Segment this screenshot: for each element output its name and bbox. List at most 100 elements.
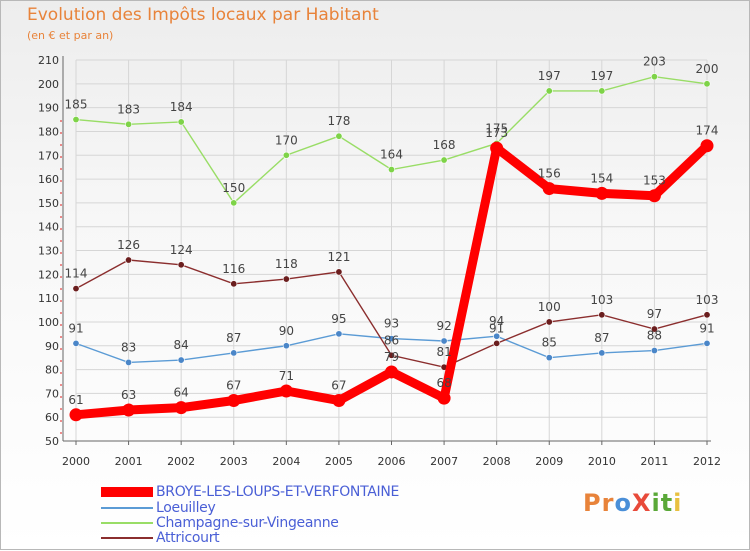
data-label: 126 xyxy=(117,238,140,252)
y-tick-label: 100 xyxy=(38,316,59,329)
y-tick-label: 90 xyxy=(45,340,59,353)
data-point xyxy=(647,189,661,203)
data-point xyxy=(335,132,343,140)
data-label: 91 xyxy=(489,321,504,335)
data-point xyxy=(125,256,133,264)
data-point xyxy=(282,151,290,159)
data-point xyxy=(282,275,290,283)
data-point xyxy=(387,335,395,343)
data-point xyxy=(279,384,293,398)
data-label: 84 xyxy=(174,338,189,352)
data-point xyxy=(332,394,346,408)
grid xyxy=(75,59,708,442)
data-point xyxy=(493,339,501,347)
logo-letter: i xyxy=(673,489,683,517)
x-tick-label: 2012 xyxy=(693,455,721,468)
data-label: 168 xyxy=(433,138,456,152)
data-point xyxy=(72,339,80,347)
data-label: 203 xyxy=(643,55,666,69)
data-point xyxy=(650,73,658,81)
chart-subtitle: (en € et par an) xyxy=(27,29,114,42)
data-point xyxy=(598,349,606,357)
y-tick-label: 120 xyxy=(38,268,59,281)
data-point xyxy=(440,156,448,164)
data-point xyxy=(595,186,609,200)
data-label: 81 xyxy=(436,345,451,359)
data-point xyxy=(545,318,553,326)
data-point xyxy=(703,311,711,319)
data-label: 185 xyxy=(65,98,88,112)
data-label: 67 xyxy=(331,379,346,393)
x-tick-label: 2006 xyxy=(378,455,406,468)
data-point xyxy=(703,339,711,347)
data-label: 68 xyxy=(436,376,451,390)
data-label: 64 xyxy=(174,386,189,400)
data-point xyxy=(598,311,606,319)
data-point xyxy=(700,139,714,153)
data-point xyxy=(490,141,504,155)
y-tick-label: 170 xyxy=(38,149,59,162)
data-point xyxy=(177,261,185,269)
legend-label: Champagne-sur-Vingeanne xyxy=(156,515,339,531)
data-label: 83 xyxy=(121,340,136,354)
y-tick-label: 210 xyxy=(38,54,59,67)
data-label: 91 xyxy=(68,321,83,335)
data-label: 114 xyxy=(65,267,88,281)
data-label: 88 xyxy=(647,329,662,343)
data-point xyxy=(72,116,80,124)
logo-letter: o xyxy=(614,489,632,517)
x-tick-label: 2001 xyxy=(115,455,143,468)
logo-letter: P xyxy=(583,489,602,517)
chart-title: Evolution des Impôts locaux par Habitant xyxy=(27,5,379,25)
data-point xyxy=(598,87,606,95)
data-label: 197 xyxy=(538,69,561,83)
y-tick-label: 60 xyxy=(45,411,59,424)
y-tick-label: 80 xyxy=(45,364,59,377)
data-label: 100 xyxy=(538,300,561,314)
data-label: 87 xyxy=(594,331,609,345)
data-label: 63 xyxy=(121,388,136,402)
data-point xyxy=(387,351,395,359)
data-point xyxy=(545,354,553,362)
y-tick-label: 200 xyxy=(38,78,59,91)
logo-letter: X xyxy=(631,489,652,517)
data-point xyxy=(650,347,658,355)
logo-letter: i xyxy=(651,489,661,517)
data-point xyxy=(122,403,136,417)
data-label: 61 xyxy=(68,393,83,407)
x-tick-label: 2011 xyxy=(640,455,668,468)
data-point xyxy=(385,365,398,379)
data-label: 94 xyxy=(489,314,504,328)
logo-letter: t xyxy=(660,489,674,517)
x-tick-label: 2004 xyxy=(272,455,300,468)
data-label: 71 xyxy=(279,369,294,383)
data-label: 103 xyxy=(590,293,613,307)
data-label: 121 xyxy=(327,250,350,264)
data-point xyxy=(542,182,556,196)
data-point xyxy=(335,268,343,276)
data-point xyxy=(493,332,501,340)
x-tick-label: 2003 xyxy=(220,455,248,468)
x-tick-label: 2000 xyxy=(62,455,90,468)
legend-swatch xyxy=(101,537,153,539)
data-label: 95 xyxy=(331,312,346,326)
y-tick-label: 180 xyxy=(38,125,59,138)
legend-label: Loeuilley xyxy=(156,500,216,516)
data-label: 92 xyxy=(436,319,451,333)
data-point xyxy=(437,391,451,405)
data-point xyxy=(335,330,343,338)
data-point xyxy=(282,342,290,350)
data-label: 173 xyxy=(485,126,508,140)
y-tick-label: 190 xyxy=(38,102,59,115)
data-point xyxy=(230,280,238,288)
data-label: 90 xyxy=(279,324,294,338)
legend-swatch xyxy=(101,507,153,509)
data-label: 79 xyxy=(384,350,399,364)
data-point xyxy=(227,394,241,408)
y-tick-label: 130 xyxy=(38,245,59,258)
data-label: 85 xyxy=(542,336,557,350)
logo-letter: r xyxy=(601,489,615,517)
data-point xyxy=(387,166,395,174)
